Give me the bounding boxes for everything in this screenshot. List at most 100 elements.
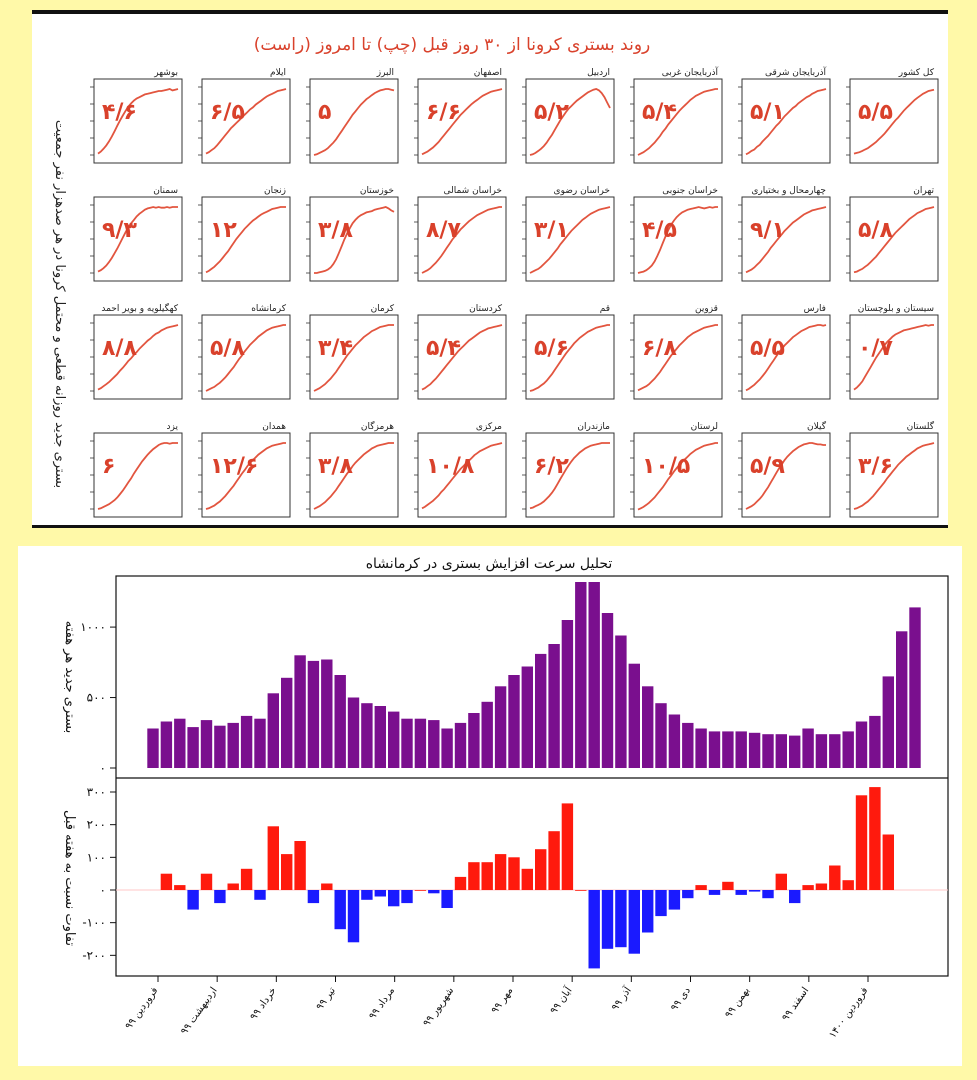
province-trend-line (97, 324, 179, 391)
province-value: ۹/۱ (750, 218, 785, 243)
province-value: ۴/۶ (102, 100, 137, 125)
diff-bar (254, 890, 266, 900)
weekly-bar (855, 721, 868, 768)
weekly-bar (882, 676, 894, 768)
province-panel: چهارمحال و بختیاری ۹/۱ (738, 186, 831, 282)
diff-bar (762, 890, 774, 899)
province-name: تهران (913, 186, 934, 196)
province-panel: آذربایجان شرقی ۵/۱ (738, 66, 831, 164)
provinces-small-multiples: روند بستری کرونا از ۳۰ روز قبل (چپ) تا ا… (52, 35, 939, 518)
diff-bar (855, 795, 868, 890)
weekly-bar (668, 714, 681, 768)
weekly-bar (909, 607, 921, 768)
province-value: ۵/۴ (426, 336, 461, 361)
province-value: ۵/۸ (858, 218, 893, 243)
province-panel: قزوین ۶/۸ (630, 304, 723, 400)
diff-bar (655, 890, 667, 917)
province-trend-line (421, 324, 503, 391)
province-name: اصفهان (474, 68, 502, 78)
weekly-bar (762, 734, 774, 768)
province-trend-line (637, 206, 718, 274)
weekly-bar (454, 722, 467, 768)
province-panel: البرز ۵ (306, 68, 399, 164)
province-value: ۵/۵ (858, 100, 893, 125)
province-panel: ایلام ۶/۵ (198, 68, 291, 164)
province-panel: مازندران ۶/۲ (522, 422, 615, 518)
province-trend-line (205, 442, 286, 510)
diff-ytick-label: ۲۰۰ (87, 818, 106, 832)
diff-bar (682, 890, 694, 899)
province-value: ۸/۸ (102, 336, 137, 361)
province-panel: خراسان جنوبی ۴/۵ (630, 186, 723, 282)
x-tick-label: بهمن ۹۹ (723, 985, 752, 1020)
weekly-bar (601, 613, 614, 768)
diff-bar (775, 873, 787, 890)
diff-bar (347, 890, 360, 943)
weekly-bar (281, 677, 293, 768)
weekly-bar (615, 635, 627, 768)
weekly-bar (227, 722, 239, 768)
diff-bar (401, 890, 413, 904)
province-value: ۳/۴ (318, 336, 353, 361)
province-name: یزد (167, 422, 179, 432)
province-value: ۶/۲ (534, 454, 569, 479)
x-tick-label: دی ۹۹ (669, 985, 693, 1013)
province-value: ۵/۵ (750, 336, 785, 361)
weekly-bar (200, 720, 213, 768)
diff-bar (294, 841, 306, 890)
province-name: سیستان و بلوچستان (858, 304, 934, 314)
province-panel: تهران ۵/۸ (846, 186, 939, 282)
province-trend-line (745, 442, 826, 510)
province-trend-line (529, 206, 611, 274)
province-trend-line (853, 442, 935, 510)
weekly-bar (642, 686, 654, 768)
province-value: ۱۰/۵ (642, 454, 690, 479)
diff-bar (642, 890, 654, 933)
x-tick-label: تیر ۹۹ (314, 985, 338, 1012)
x-tick-label: اسفند ۹۹ (780, 985, 811, 1023)
weekly-bar (307, 660, 320, 768)
weekly-bar (521, 666, 533, 768)
weekly-bar (682, 722, 694, 768)
diff-bar (281, 854, 293, 890)
weekly-bar (508, 675, 520, 768)
diff-bar (695, 885, 707, 890)
diff-bar (307, 890, 320, 904)
province-value: ۳/۶ (858, 454, 893, 479)
weekly-bar (147, 728, 159, 768)
weekly-bar (815, 734, 828, 768)
weekly-bar (481, 701, 493, 768)
province-trend-line (97, 442, 178, 510)
x-tick-label: مهر ۹۹ (490, 985, 516, 1015)
weekly-bar (334, 675, 346, 768)
weekly-bar (575, 582, 587, 768)
province-value: ۵/۲ (534, 100, 569, 125)
weekly-bar (494, 686, 507, 768)
diff-bar (548, 831, 560, 890)
diff-bar (334, 890, 346, 930)
weekly-bar (240, 715, 253, 768)
weekly-ylabel: بستری جدید هر هفته (62, 621, 77, 734)
top-title: روند بستری کرونا از ۳۰ روز قبل (چپ) تا ا… (254, 35, 651, 55)
province-trend-line (745, 88, 827, 156)
province-name: بوشهر (153, 68, 178, 78)
province-panel: یزد ۶ (90, 422, 183, 518)
weekly-bar (187, 727, 199, 768)
province-trend-line (205, 324, 286, 392)
province-panel: قم ۵/۶ (522, 304, 615, 400)
province-panel: کهگیلویه و بویر احمد ۸/۸ (90, 302, 183, 400)
province-value: ۵/۸ (210, 336, 245, 361)
province-value: ۵/۶ (534, 336, 569, 361)
province-name: فارس (804, 304, 826, 314)
province-value: ۳/۸ (318, 454, 353, 479)
diff-bar (722, 881, 734, 890)
province-trend-line (745, 206, 827, 274)
bottom-title: تحلیل سرعت افزایش بستری در کرمانشاه (366, 556, 613, 572)
weekly-ytick-label: ۱۰۰۰ (80, 620, 106, 634)
weekly-bar (468, 713, 480, 768)
weekly-bar (655, 703, 667, 768)
diff-bar (374, 890, 386, 897)
province-trend-line (637, 324, 718, 392)
province-name: خوزستان (360, 186, 394, 196)
weekly-bar (722, 731, 734, 768)
